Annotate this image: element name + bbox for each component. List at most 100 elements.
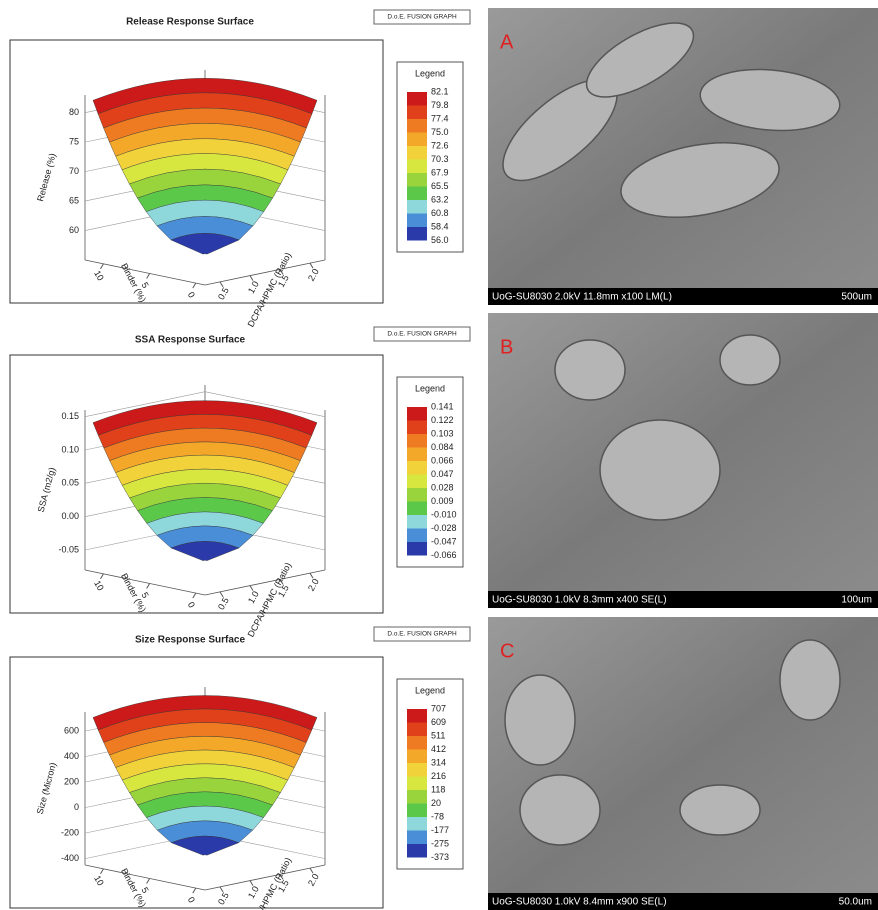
legend-box xyxy=(397,679,463,869)
legend-label: 67.9 xyxy=(431,167,449,177)
chart-title: Size Response Surface xyxy=(135,635,245,646)
legend-label: 63.2 xyxy=(431,194,449,204)
legend-label: 0.066 xyxy=(431,455,454,465)
legend-swatch xyxy=(407,227,427,241)
chart-title: Release Response Surface xyxy=(126,17,254,28)
z-tick-label: 65 xyxy=(69,195,79,205)
z-tick-label: 80 xyxy=(69,107,79,117)
badge: D.o.E. FUSION GRAPH xyxy=(387,631,457,638)
legend-label: 412 xyxy=(431,744,446,754)
particle xyxy=(680,785,760,835)
legend-swatch xyxy=(407,736,427,750)
legend-label: 0.141 xyxy=(431,401,454,411)
z-tick-label: 0.10 xyxy=(61,444,79,454)
legend-swatch xyxy=(407,542,427,556)
legend-label: 20 xyxy=(431,798,441,808)
particle xyxy=(555,340,625,400)
legend-swatch xyxy=(407,502,427,516)
legend-label: 609 xyxy=(431,717,446,727)
legend-swatch xyxy=(407,804,427,818)
legend-label: 0.009 xyxy=(431,496,454,506)
legend-swatch xyxy=(407,160,427,174)
legend-swatch xyxy=(407,529,427,543)
legend-swatch xyxy=(407,421,427,435)
legend-label: 56.0 xyxy=(431,235,449,245)
legend-swatch xyxy=(407,461,427,475)
legend-label: 0.122 xyxy=(431,415,454,425)
scale-label: 500um xyxy=(841,292,872,303)
particle xyxy=(720,335,780,385)
z-tick-label: 400 xyxy=(64,751,79,761)
legend-label: -78 xyxy=(431,811,444,821)
figure: Release Response Surface D.o.E. FUSION GR… xyxy=(0,0,878,910)
panel-letter: B xyxy=(500,336,513,358)
z-tick-label: 60 xyxy=(69,225,79,235)
z-tick-label: 75 xyxy=(69,137,79,147)
particle xyxy=(780,640,840,720)
legend-swatch xyxy=(407,817,427,831)
legend-label: 511 xyxy=(431,730,445,740)
legend-title: Legend xyxy=(415,383,445,393)
legend-label: 0.028 xyxy=(431,482,454,492)
legend-label: 65.5 xyxy=(431,181,449,191)
caption: UoG-SU8030 2.0kV 11.8mm x100 LM(L) xyxy=(492,292,672,303)
z-tick-label: -400 xyxy=(61,853,79,863)
z-tick-label: 0.05 xyxy=(61,478,79,488)
z-tick-label: 0.15 xyxy=(61,411,79,421)
chart-title: SSA Response Surface xyxy=(135,335,246,346)
legend-swatch xyxy=(407,844,427,858)
legend-swatch xyxy=(407,434,427,448)
legend-label: 707 xyxy=(431,703,446,713)
legend-swatch xyxy=(407,92,427,106)
legend-label: 77.4 xyxy=(431,113,449,123)
legend-swatch xyxy=(407,106,427,120)
panel-letter: C xyxy=(500,640,514,662)
legend-swatch xyxy=(407,475,427,489)
z-tick-label: 0.00 xyxy=(61,511,79,521)
legend-label: -0.047 xyxy=(431,536,457,546)
scale-label: 50.0um xyxy=(839,897,872,908)
legend-swatch xyxy=(407,187,427,201)
legend-swatch xyxy=(407,119,427,133)
legend-swatch xyxy=(407,763,427,777)
legend-swatch xyxy=(407,515,427,529)
scale-label: 100um xyxy=(841,595,872,606)
caption: UoG-SU8030 1.0kV 8.4mm x900 SE(L) xyxy=(492,897,667,908)
legend-label: -373 xyxy=(431,852,449,862)
z-tick-label: -0.05 xyxy=(58,544,79,554)
legend-label: 118 xyxy=(431,784,445,794)
legend-swatch xyxy=(407,777,427,791)
legend-swatch xyxy=(407,448,427,462)
legend-label: 70.3 xyxy=(431,154,449,164)
legend-swatch xyxy=(407,146,427,160)
legend-swatch xyxy=(407,790,427,804)
legend-swatch xyxy=(407,750,427,764)
legend-label: 58.4 xyxy=(431,221,449,231)
particle xyxy=(520,775,600,845)
legend-label: -0.028 xyxy=(431,523,457,533)
legend-swatch xyxy=(407,488,427,502)
legend-label: -177 xyxy=(431,825,449,835)
legend-label: 216 xyxy=(431,771,446,781)
legend-label: -275 xyxy=(431,838,449,848)
legend-label: 0.047 xyxy=(431,469,454,479)
legend-label: 72.6 xyxy=(431,140,449,150)
particle xyxy=(600,420,720,520)
legend-swatch xyxy=(407,214,427,228)
badge: D.o.E. FUSION GRAPH xyxy=(387,331,457,338)
legend-label: 60.8 xyxy=(431,208,449,218)
z-tick-label: 600 xyxy=(64,726,79,736)
legend-label: 0.084 xyxy=(431,442,454,452)
legend-label: 314 xyxy=(431,757,446,767)
legend-label: 0.103 xyxy=(431,428,454,438)
z-tick-label: 200 xyxy=(64,777,79,787)
legend-label: -0.066 xyxy=(431,550,457,560)
legend-label: 79.8 xyxy=(431,100,449,110)
panel-letter: A xyxy=(500,31,514,53)
legend-swatch xyxy=(407,200,427,214)
legend-swatch xyxy=(407,407,427,421)
legend-label: -0.010 xyxy=(431,509,457,519)
legend-title: Legend xyxy=(415,68,445,78)
z-tick-label: 0 xyxy=(74,802,79,812)
z-tick-label: 70 xyxy=(69,166,79,176)
